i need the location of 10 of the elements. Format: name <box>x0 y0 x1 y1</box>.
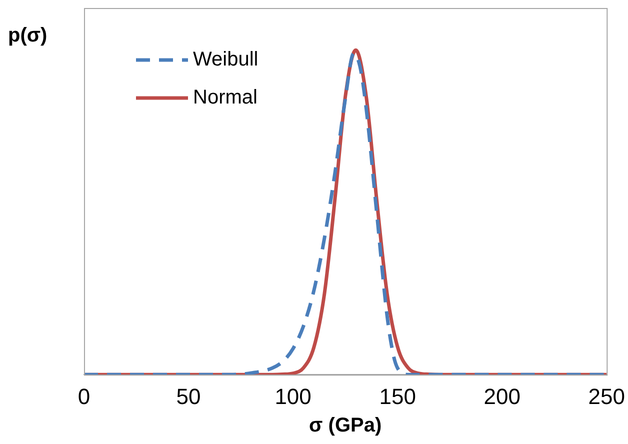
x-tick-label: 50 <box>176 384 201 409</box>
x-tick-label: 150 <box>379 384 416 409</box>
y-axis-title: p(σ) <box>8 24 48 47</box>
x-tick-label: 250 <box>588 384 626 409</box>
legend-label: Normal <box>193 86 258 109</box>
x-tick-label: 100 <box>274 384 312 409</box>
x-axis-title: σ (GPa) <box>309 414 382 437</box>
x-tick-label: 200 <box>484 384 520 409</box>
legend-label: Weibull <box>193 48 258 71</box>
x-tick-label: 0 <box>78 384 90 409</box>
